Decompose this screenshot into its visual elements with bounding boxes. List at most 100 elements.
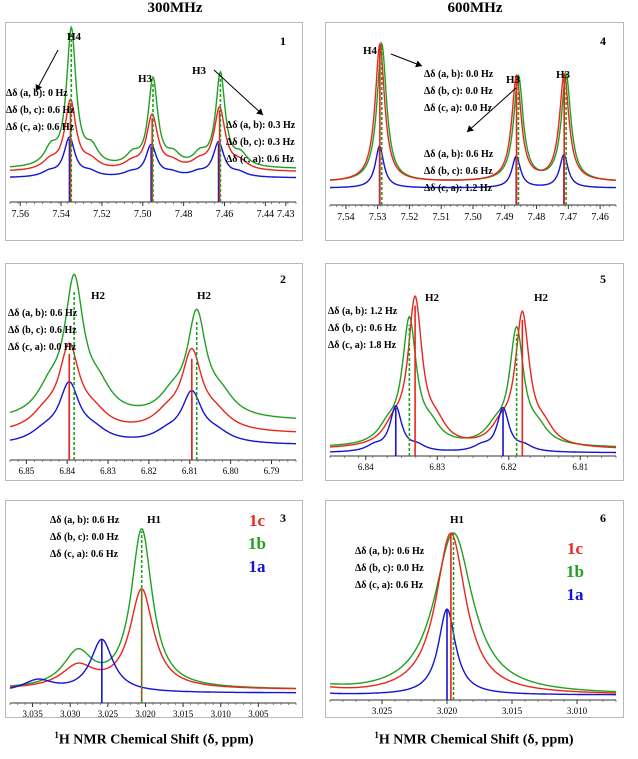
x-tick-label: 6.83 [429, 462, 445, 472]
x-tick-label: 7.50 [464, 212, 482, 223]
legend-1b: 1b [566, 562, 584, 581]
spectrum-1c [330, 41, 617, 181]
x-tick-label: 3.005 [248, 709, 269, 719]
delta-annotation: Δδ (b, c): 0.6 Hz [328, 323, 397, 334]
header-300mhz: 300MHz [147, 0, 203, 16]
peak-label-h3: H3 [138, 73, 153, 85]
panel-number: 6 [600, 511, 606, 525]
x-tick-label: 3.015 [502, 706, 523, 716]
annotation-arrowhead [256, 108, 263, 115]
x-tick-label: 7.44 [257, 209, 275, 220]
x-tick-label: 7.46 [216, 209, 234, 220]
delta-annotation: Δδ (c, a): 0.6 Hz [6, 122, 75, 133]
x-axis-label-text: H NMR Chemical Shift (δ, ppm) [378, 732, 574, 748]
delta-annotation: Δδ (a, b): 0.6 Hz [424, 149, 494, 160]
panel-number: 1 [280, 34, 286, 48]
peak-label-h3: H3 [192, 65, 207, 77]
chart-3: 3.035 3.030 3.025 3.020 3.015 3.010 3.005 3 H1 Δδ… [9, 511, 297, 719]
delta-annotation: Δδ (b, c): 0.6 Hz [8, 325, 77, 336]
chart-6: 3.025 3.020 3.015 3.010 6 H1 Δδ (a, b): 0.6 Hz… [329, 511, 617, 716]
x-tick-label: 7.56 [11, 209, 29, 220]
spectrum-1c [329, 294, 616, 449]
annotation-arrowhead [35, 84, 43, 91]
delta-annotation: Δδ (a, b): 0 Hz [6, 88, 68, 99]
spectrum-1c [329, 532, 616, 694]
spectrum-1b [330, 532, 616, 693]
x-tick-label: 7.48 [175, 209, 193, 220]
spectrum-1b [330, 315, 616, 448]
peak-label-h4: H4 [363, 45, 378, 57]
legend-1c: 1c [567, 539, 584, 558]
legend-1a: 1a [249, 557, 267, 576]
delta-annotation: Δδ (a, b): 0.6 Hz [50, 515, 120, 526]
spectrum-1b [10, 25, 296, 169]
delta-annotation: Δδ (b, c): 0.0 Hz [355, 563, 424, 574]
peak-label-h2: H2 [91, 290, 106, 302]
spectrum-1a [329, 608, 616, 696]
x-tick-label: 3.025 [372, 706, 393, 716]
x-axis-label-left: 1H NMR Chemical Shift (δ, ppm) [4, 730, 304, 749]
delta-annotation: Δδ (a, b): 0.0 Hz [424, 69, 494, 80]
header-600mhz: 600MHz [447, 0, 503, 16]
superscript-1: 1 [54, 730, 59, 740]
annotation-arrow [466, 87, 517, 133]
x-tick-label: 6.82 [141, 466, 157, 476]
spectrum-1c [9, 588, 296, 690]
x-tick-label: 3.030 [60, 709, 81, 719]
chart-panel-1 [5, 22, 303, 241]
x-tick-label: 7.43 [277, 209, 295, 220]
x-tick-label: 6.82 [501, 462, 517, 472]
x-tick-label: 3.010 [567, 706, 588, 716]
annotation-arrow [35, 49, 59, 92]
delta-annotation: Δδ (b, c): 0.3 Hz [226, 137, 295, 148]
spectrum-1b [9, 273, 296, 419]
delta-annotation: Δδ (a, b): 1.2 Hz [328, 306, 398, 317]
chart-panel-6 [325, 500, 624, 718]
superscript-1: 1 [374, 730, 379, 740]
delta-annotation: Δδ (a, b): 0.3 Hz [226, 120, 296, 131]
chart-5: 6.84 6.83 6.82 6.81 5 H2 H2 Δδ (a, b): 1.2 Hz Δδ… [328, 272, 617, 472]
x-tick-label: 6.80 [223, 466, 239, 476]
delta-annotation: Δδ (c, a): 0.0 Hz [424, 103, 493, 114]
delta-annotation: Δδ (c, a): 1.8 Hz [328, 340, 397, 351]
delta-annotation: Δδ (c, a): 0.6 Hz [355, 580, 424, 591]
legend-1a: 1a [567, 585, 585, 604]
delta-annotation: Δδ (c, a): 0.6 Hz [50, 549, 119, 560]
peak-label-h2: H2 [534, 292, 549, 304]
legend-1b: 1b [248, 534, 266, 553]
x-tick-label: 3.015 [173, 709, 194, 719]
chart-panel-3 [5, 500, 303, 718]
panel-number: 3 [280, 511, 286, 525]
x-tick-label: 7.51 [432, 212, 450, 223]
x-tick-label: 3.025 [98, 709, 119, 719]
peak-label-h3: H3 [506, 74, 521, 86]
delta-annotation: Δδ (c, a): 0.0 Hz [8, 342, 77, 353]
delta-annotation: Δδ (b, c): 0.6 Hz [424, 166, 493, 177]
panel-number: 2 [280, 272, 286, 286]
x-tick-label: 7.53 [369, 212, 387, 223]
peak-label-h1: H1 [147, 514, 161, 526]
x-tick-label: 7.52 [401, 212, 419, 223]
chart-4: 7.54 7.53 7.52 7.51 7.50 7.49 7.48 7.47 7.46 4 H4 H… [329, 34, 617, 223]
x-tick-label: 3.035 [22, 709, 43, 719]
chart-1: 7.56 7.54 7.52 7.50 7.48 7.46 7.44 7.43 1 H4 H3 H3 Δ… [6, 25, 297, 220]
x-tick-label: 6.84 [59, 466, 75, 476]
x-tick-label: 7.49 [496, 212, 514, 223]
spectrum-1a [9, 381, 296, 445]
x-tick-label: 6.85 [18, 466, 34, 476]
peak-label-h2: H2 [197, 290, 212, 302]
peak-label-h4: H4 [67, 31, 82, 43]
chart-2: 6.85 6.84 6.83 6.82 6.81 6.80 6.79 2 H2 H2 Δδ (a, … [8, 272, 297, 476]
x-tick-label: 3.010 [211, 709, 232, 719]
panel-number: 5 [600, 272, 606, 286]
delta-annotation: Δδ (a, b): 0.6 Hz [8, 308, 78, 319]
chart-panel-5 [325, 263, 624, 481]
x-tick-label: 7.54 [52, 209, 70, 220]
x-tick-label: 6.79 [264, 466, 280, 476]
delta-annotation: Δδ (a, b): 0.6 Hz [355, 546, 425, 557]
x-tick-label: 7.46 [591, 212, 609, 223]
x-tick-label: 7.47 [560, 212, 578, 223]
x-tick-label: 7.54 [337, 212, 355, 223]
panel-number: 4 [600, 34, 606, 48]
